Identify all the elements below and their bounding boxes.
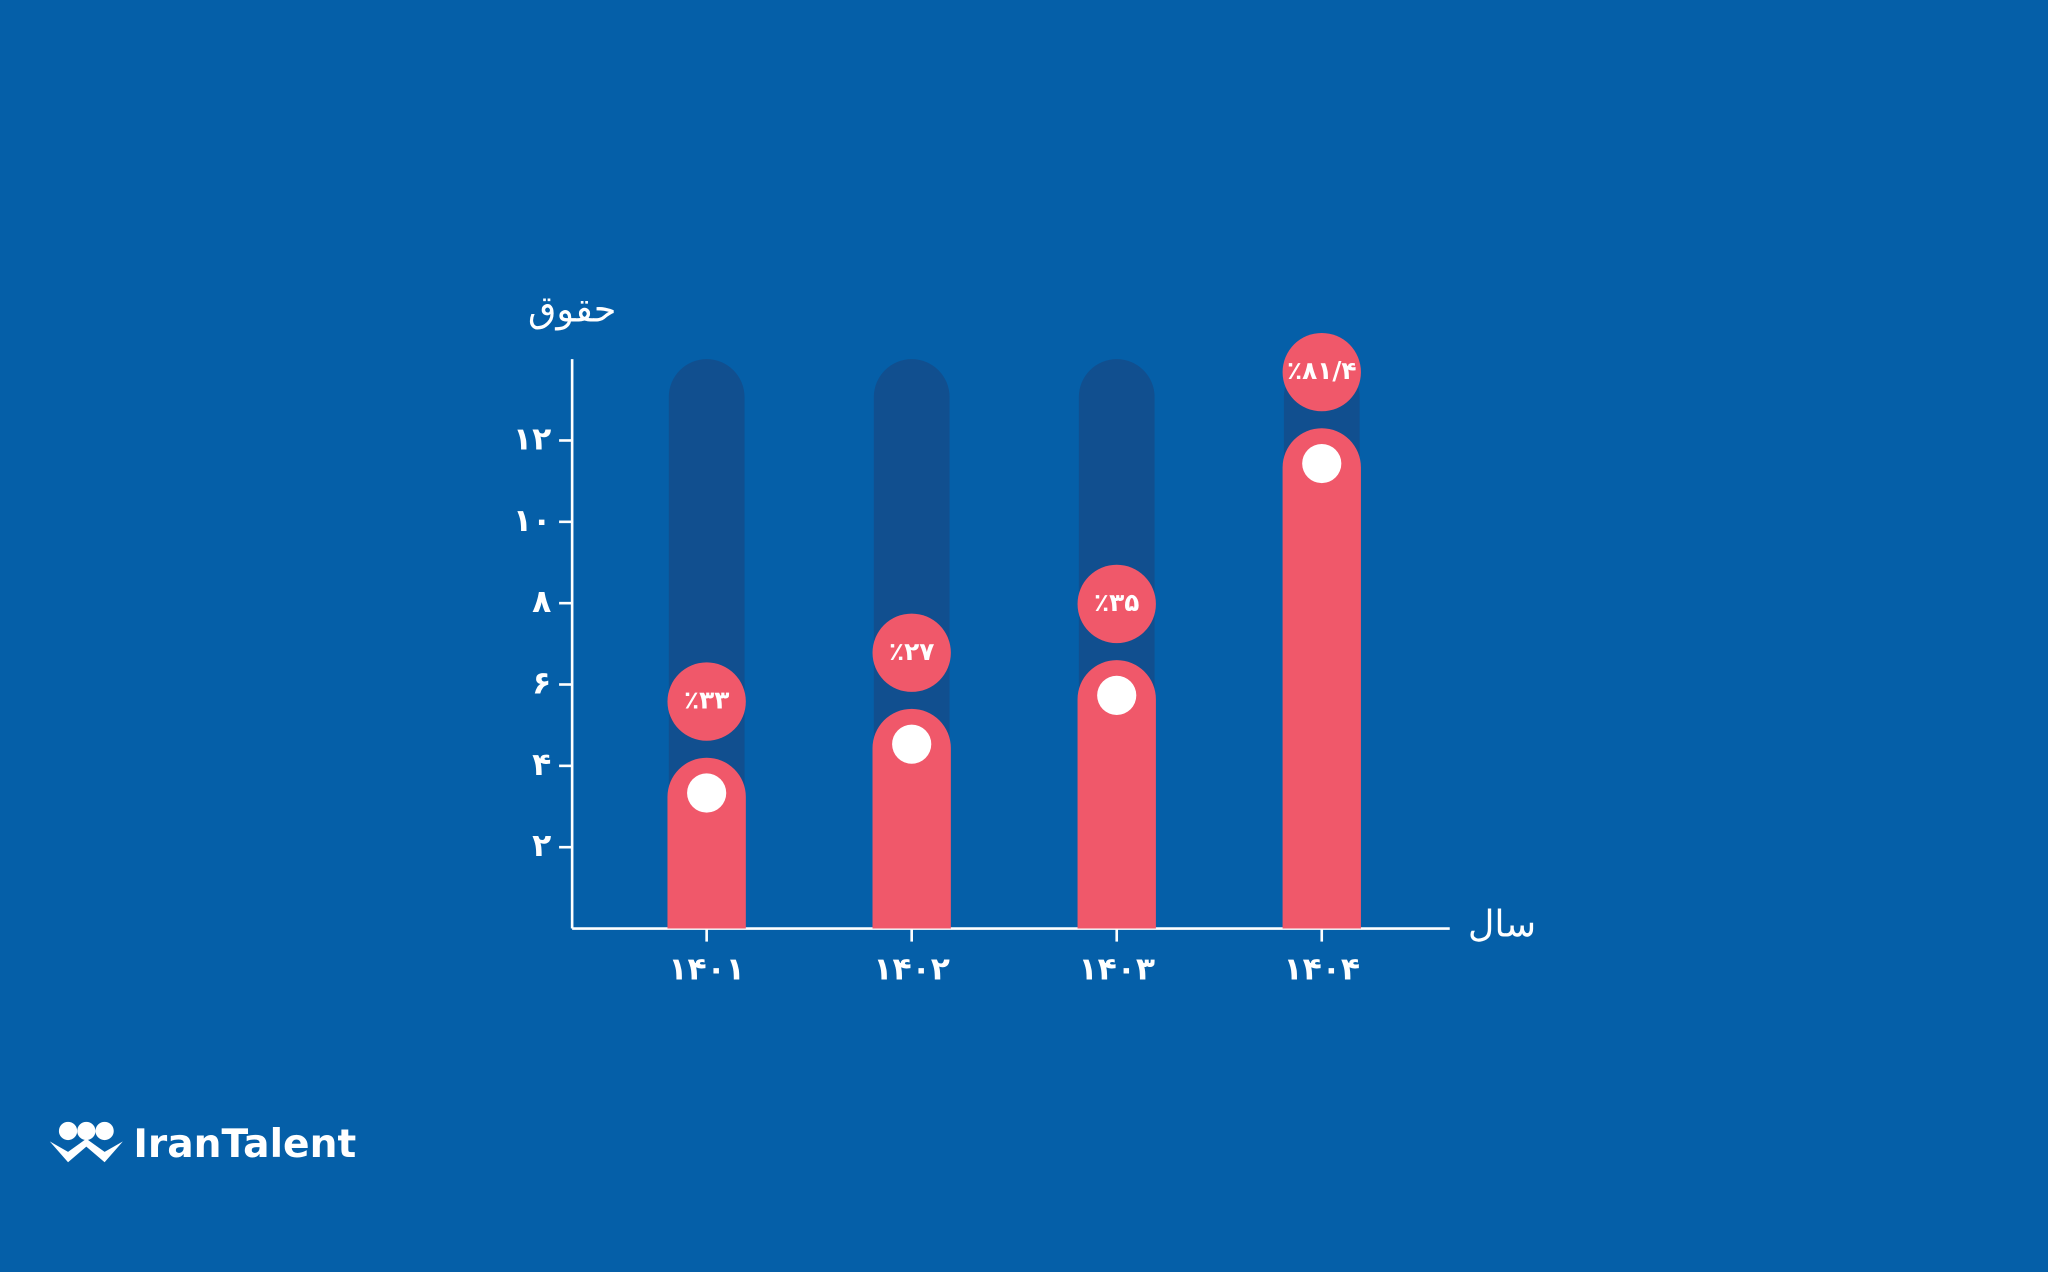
annotation: ٪۲۷ xyxy=(889,637,934,666)
logo-text: IranTalent xyxy=(133,1122,356,1167)
annotation: ٪۳۳ xyxy=(684,686,729,715)
bar-dot xyxy=(892,724,932,764)
bar xyxy=(667,757,746,929)
y-tick-label: ۲ xyxy=(532,828,551,864)
bar xyxy=(1077,660,1156,929)
x-tick-label: ۱۴۰۲ xyxy=(873,951,950,987)
annotation-badge xyxy=(667,662,746,741)
y-tick-label: ۴ xyxy=(532,747,551,783)
annotation-badge xyxy=(1077,564,1156,644)
annotation-badge xyxy=(872,613,951,692)
x-tick-label: ۱۴۰۱ xyxy=(668,951,745,987)
logo-icon xyxy=(49,1121,123,1163)
x-axis-label: سال xyxy=(1468,902,1536,945)
y-tick-label: ۱۲ xyxy=(513,421,551,457)
y-tick-label: ۶ xyxy=(532,666,551,702)
bar-dot xyxy=(1097,675,1137,715)
bar xyxy=(872,708,951,929)
x-tick-label: ۱۴۰۴ xyxy=(1284,951,1361,987)
bar xyxy=(1282,428,1361,929)
annotation-badge xyxy=(1282,332,1361,412)
annotation: ٪۸۱/۴ xyxy=(1287,356,1357,385)
bar-dot xyxy=(687,773,727,813)
bar-dot xyxy=(1302,443,1342,484)
y-tick-label: ۸ xyxy=(532,584,551,620)
y-axis-label: حقوق xyxy=(528,287,616,330)
annotation: ٪۳۵ xyxy=(1094,588,1139,617)
x-tick-label: ۱۴۰۳ xyxy=(1078,951,1155,987)
y-tick-label: ۱۰ xyxy=(513,503,551,539)
